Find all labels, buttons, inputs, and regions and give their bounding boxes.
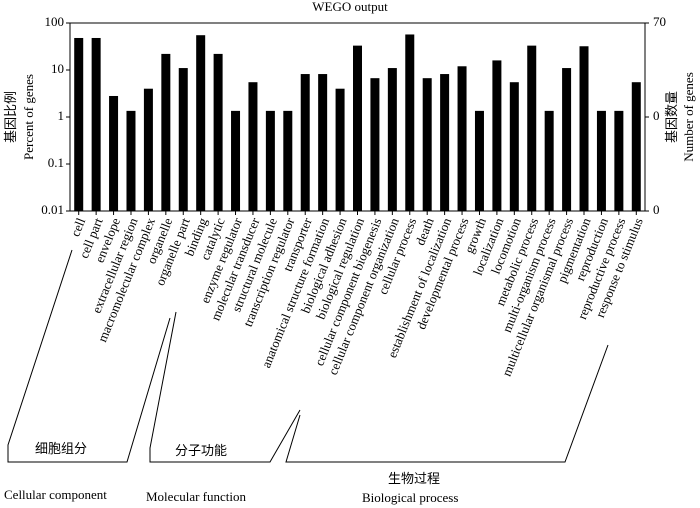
bar (196, 35, 206, 211)
group-label: Biological process (362, 490, 458, 505)
bar (74, 37, 84, 212)
bar (231, 110, 241, 211)
bar (370, 78, 380, 211)
bar (509, 82, 519, 211)
bar (265, 110, 275, 211)
y-tick-label: 0.1 (48, 155, 64, 170)
bar (579, 46, 589, 211)
bar (178, 68, 188, 212)
y-axis-label: Percent of genes (21, 74, 36, 160)
bar (283, 110, 293, 211)
bar (318, 74, 328, 211)
bar (422, 78, 432, 211)
bar (440, 74, 450, 211)
bar (248, 82, 258, 211)
group-label: Molecular function (146, 489, 246, 504)
y-tick-label: 10 (51, 61, 64, 76)
y2-axis-label-cn: 基因数量 (664, 91, 679, 143)
y2-tick-label: 0 (653, 108, 660, 123)
bar (91, 37, 101, 212)
y-tick-label: 100 (45, 14, 65, 29)
y2-tick-label: 70 (653, 14, 666, 29)
y-tick-label: 1 (58, 108, 65, 123)
bar (474, 110, 484, 211)
chart-title: WEGO output (312, 0, 388, 14)
bar (596, 110, 606, 211)
x-tick-label: cell (67, 215, 88, 238)
bar (562, 68, 572, 212)
group-label-cn: 细胞组分 (35, 441, 87, 456)
group-label: Cellular component (4, 487, 107, 502)
bar (335, 88, 345, 211)
bar (353, 45, 362, 211)
group-label-cn: 生物过程 (388, 471, 440, 486)
group-bracket (149, 311, 301, 463)
bar (614, 110, 624, 211)
y2-tick-label: 0 (653, 202, 660, 217)
bar (544, 110, 554, 211)
bar (213, 53, 223, 212)
bar (492, 60, 502, 212)
group-bracket (7, 249, 171, 463)
y2-axis-label: Number of genes (681, 72, 696, 162)
bar (527, 45, 537, 211)
group-bracket (285, 344, 609, 463)
group-label-cn: 分子功能 (175, 443, 227, 458)
y-tick-label: 0.01 (41, 202, 64, 217)
bar (161, 53, 171, 212)
bar (405, 34, 415, 212)
bar (631, 82, 641, 211)
bar (457, 66, 467, 212)
bar (300, 74, 310, 211)
bar (387, 68, 397, 212)
bar (109, 95, 119, 211)
bar (126, 110, 136, 211)
y-axis-label-cn: 基因比例 (3, 91, 18, 143)
bar (143, 88, 153, 211)
